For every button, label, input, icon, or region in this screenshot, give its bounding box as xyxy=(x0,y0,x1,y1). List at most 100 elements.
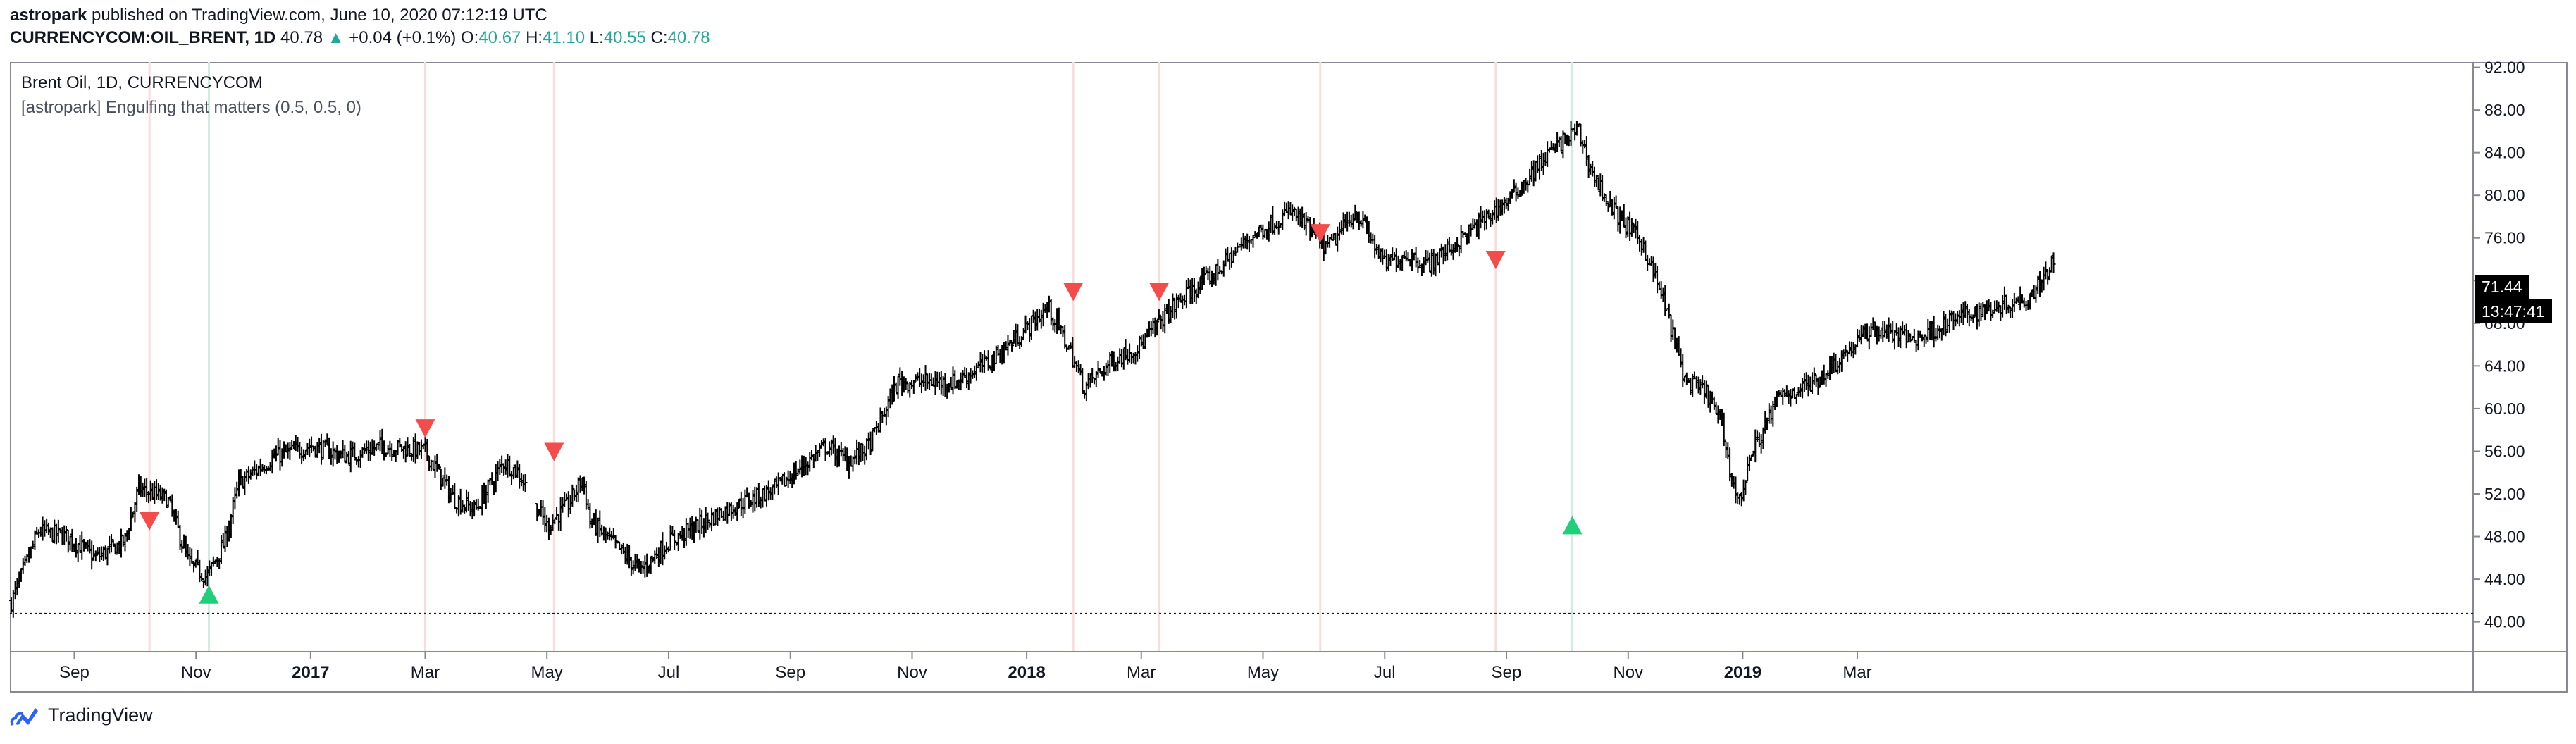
y-axis: 40.0044.0048.0052.0056.0060.0064.0068.00… xyxy=(2472,58,2525,693)
ohlc-bar xyxy=(672,529,677,550)
x-tick-label: Jul xyxy=(1374,663,1396,682)
ohlc-bar xyxy=(190,548,194,564)
ohlc-bar xyxy=(1812,367,1816,385)
signal-highlight xyxy=(208,62,211,652)
signal-highlight xyxy=(1158,62,1160,652)
signal-highlight xyxy=(1571,62,1574,652)
indicator-legend[interactable]: [astropark] Engulfing that matters (0.5,… xyxy=(21,98,361,117)
ohlc-bar xyxy=(1353,204,1358,221)
ohlc-bar xyxy=(452,483,457,510)
x-tick-label: Nov xyxy=(181,663,211,682)
ohlc-bar xyxy=(2043,261,2048,280)
y-tick-label: 44.00 xyxy=(2484,570,2525,588)
y-tick-label: 48.00 xyxy=(2484,528,2525,546)
footer-brand: TradingView xyxy=(48,705,153,726)
x-tick-label: Sep xyxy=(775,663,805,682)
ohlc-bar xyxy=(128,507,133,532)
bearish-engulfing-marker[interactable] xyxy=(140,512,160,531)
chart-legend-title: Brent Oil, 1D, CURRENCYCOM xyxy=(21,73,263,92)
ohlc-bar xyxy=(1156,309,1161,321)
bearish-engulfing-marker[interactable] xyxy=(415,419,435,438)
y-tick-label: 92.00 xyxy=(2484,58,2525,77)
x-tick-label: Mar xyxy=(1843,663,1871,682)
y-tick-label: 60.00 xyxy=(2484,399,2525,418)
ohlc-bar xyxy=(1351,213,1356,230)
published-text: published on TradingView.com, June 10, 2… xyxy=(87,6,547,25)
y-tick-label: 40.00 xyxy=(2484,613,2525,631)
y-tick-label: 76.00 xyxy=(2484,229,2525,247)
symbol-name: CURRENCYCOM:OIL_BRENT, 1D xyxy=(10,28,276,47)
ohlc-bar xyxy=(437,464,442,470)
x-tick-label: 2017 xyxy=(292,663,329,682)
signal-highlight xyxy=(423,62,426,652)
ohlc-bar xyxy=(1721,412,1726,447)
x-tick-label: Sep xyxy=(1492,663,1522,682)
ohlc-bars xyxy=(9,121,2056,618)
x-tick-label: Mar xyxy=(411,663,440,682)
ohlc-bar xyxy=(215,557,220,568)
bullish-engulfing-marker[interactable] xyxy=(1562,516,1583,535)
low-label: L: xyxy=(589,28,604,47)
y-tick-label: 84.00 xyxy=(2484,144,2525,162)
current-price-label: 71.44 xyxy=(2475,274,2529,299)
bar-countdown-label: 13:47:41 xyxy=(2475,299,2552,323)
price-change: +0.04 (+0.1%) xyxy=(349,28,457,47)
ohlc-bar xyxy=(793,461,798,480)
high-label: H: xyxy=(526,28,543,47)
ohlc-bar xyxy=(1063,325,1067,349)
chart-frame[interactable] xyxy=(10,62,2568,693)
close-value: 40.78 xyxy=(667,28,710,47)
ohlc-bar xyxy=(1251,235,1256,248)
bearish-engulfing-marker[interactable] xyxy=(1149,283,1170,302)
signal-markers xyxy=(140,224,1583,604)
ohlc-bar xyxy=(1201,266,1206,285)
high-value: 41.10 xyxy=(543,28,586,47)
x-tick-label: May xyxy=(1247,663,1279,682)
tradingview-logo[interactable]: TradingView xyxy=(10,705,153,726)
ohlc-bar xyxy=(1663,285,1668,316)
ohlc-bar xyxy=(648,555,653,574)
ohlc-bar xyxy=(2051,252,2056,273)
y-tick-label: 88.00 xyxy=(2484,101,2525,119)
bullish-engulfing-marker[interactable] xyxy=(199,585,219,604)
x-tick-label: Jul xyxy=(658,663,680,682)
signal-highlight-lines xyxy=(148,62,1574,652)
ohlc-bar xyxy=(1155,320,1160,336)
change-up-icon: ▲ xyxy=(327,28,345,47)
ohlc-bar xyxy=(705,512,710,530)
x-tick-label: Nov xyxy=(1613,663,1643,682)
signal-highlight xyxy=(148,62,151,652)
ohlc-bar xyxy=(56,519,61,542)
ohlc-bar xyxy=(570,484,575,507)
bearish-engulfing-marker[interactable] xyxy=(544,442,564,461)
publication-header: astropark published on TradingView.com, … xyxy=(10,4,547,27)
signal-highlight xyxy=(1494,62,1497,652)
x-tick-label: 2018 xyxy=(1008,663,1045,682)
symbol-ohlc-line: CURRENCYCOM:OIL_BRENT, 1D 40.78 ▲ +0.04 … xyxy=(10,27,710,49)
open-value: 40.67 xyxy=(478,28,521,47)
ohlc-bar xyxy=(890,384,895,405)
x-tick-label: Sep xyxy=(59,663,89,682)
y-tick-label: 64.00 xyxy=(2484,356,2525,375)
bearish-engulfing-marker[interactable] xyxy=(1063,283,1084,302)
bearish-engulfing-marker[interactable] xyxy=(1485,251,1506,270)
close-label: C: xyxy=(650,28,668,47)
low-value: 40.55 xyxy=(603,28,646,47)
ohlc-bar xyxy=(111,538,116,546)
x-tick-label: Nov xyxy=(897,663,927,682)
x-tick-label: May xyxy=(531,663,563,682)
last-price: 40.78 xyxy=(280,28,323,47)
bearish-engulfing-marker[interactable] xyxy=(1310,224,1330,243)
ohlc-bar xyxy=(352,442,357,459)
ohlc-bar xyxy=(823,438,828,461)
ohlc-bar xyxy=(911,380,916,394)
ohlc-bar xyxy=(1080,368,1085,392)
ohlc-bar xyxy=(199,573,204,582)
signal-highlight xyxy=(552,62,555,652)
x-tick-label: Mar xyxy=(1127,663,1156,682)
y-tick-label: 80.00 xyxy=(2484,186,2525,204)
y-tick-label: 52.00 xyxy=(2484,485,2525,503)
ohlc-bar xyxy=(735,502,740,521)
author-name[interactable]: astropark xyxy=(10,6,87,25)
